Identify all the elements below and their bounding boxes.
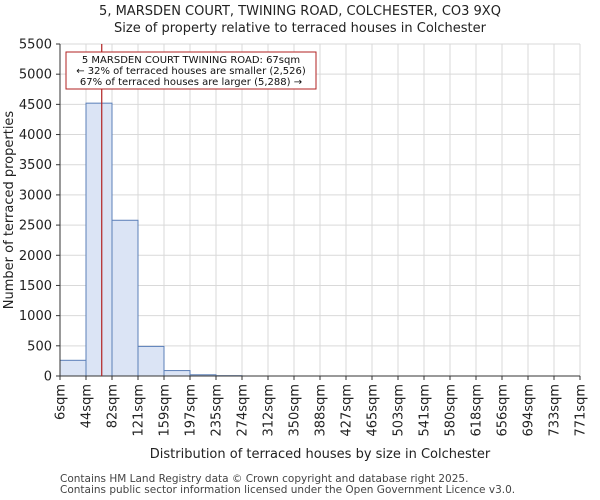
x-axis-label: Distribution of terraced houses by size … [150,447,491,462]
y-tick-label: 0 [44,370,52,385]
x-tick-label: 694sqm [522,384,537,437]
x-tick-label: 656sqm [496,384,511,437]
x-tick-label: 388sqm [314,384,329,437]
y-tick-label: 3500 [19,158,52,173]
y-tick-label: 500 [27,339,52,354]
x-tick-label: 82sqm [106,384,121,428]
bar [137,345,165,377]
x-tick-label: 541sqm [418,384,433,437]
x-tick-label: 580sqm [444,384,459,437]
y-tick-label: 5500 [19,38,52,53]
x-tick-label: 44sqm [80,384,95,428]
chart-subtitle: Size of property relative to terraced ho… [114,21,486,36]
bar [111,219,139,377]
y-tick-label: 2000 [19,249,52,264]
x-tick-label: 503sqm [392,384,407,437]
x-tick-label: 465sqm [366,384,381,437]
x-tick-label: 121sqm [132,384,147,437]
x-tick-label: 733sqm [548,384,563,437]
annotation-text: ← 32% of terraced houses are smaller (2,… [76,66,306,77]
chart-area: 0 500 1000 1500 2000 2500 3000 3500 4000 4500 5000… [2,38,589,463]
y-tick-label: 2500 [19,219,52,234]
y-tick-label: 4500 [19,98,52,113]
annotation-text: 5 MARSDEN COURT TWINING ROAD: 67sqm [82,55,300,66]
y-tick-label: 1500 [19,279,52,294]
x-tick-label: 274sqm [236,384,251,437]
bar [85,102,113,377]
footer-copyright: Contains HM Land Registry data © Crown c… [60,473,469,485]
x-tick-label: 6sqm [54,384,69,420]
chart-title: 5, MARSDEN COURT, TWINING ROAD, COLCHEST… [99,4,501,19]
footer-licence: Contains public sector information licen… [60,484,516,496]
annotation-text: 67% of terraced houses are larger (5,288… [80,77,302,88]
y-tick-label: 4000 [19,128,52,143]
x-tick-label: 312sqm [262,384,277,437]
y-tick-label: 3000 [19,188,52,203]
x-tick-label: 235sqm [210,384,225,437]
x-tick-label: 618sqm [470,384,485,437]
y-tick-label: 5000 [19,68,52,83]
y-axis-label: Number of terraced properties [2,111,17,310]
x-tick-label: 427sqm [340,384,355,437]
bar [59,359,87,377]
bar [163,370,191,377]
y-tick-label: 1000 [19,309,52,324]
x-tick-label: 197sqm [184,384,199,437]
x-tick-label: 159sqm [158,384,173,437]
x-tick-label: 771sqm [574,384,589,437]
x-tick-label: 350sqm [288,384,303,437]
annotation-box [65,51,317,90]
